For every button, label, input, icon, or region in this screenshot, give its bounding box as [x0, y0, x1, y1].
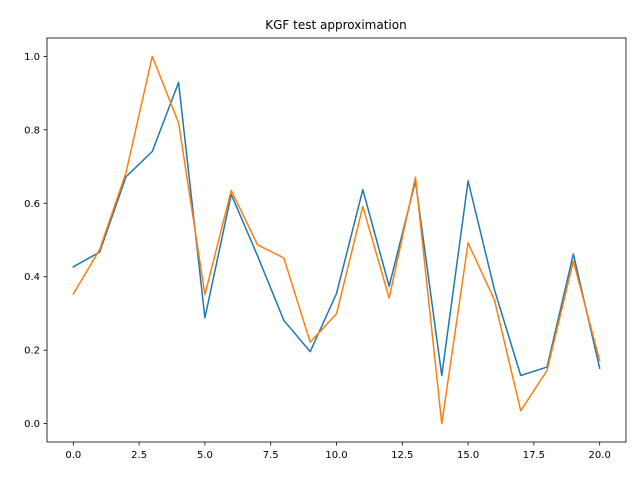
x-tick-label: 17.5 [523, 450, 545, 461]
x-tick-label: 20.0 [589, 450, 611, 461]
x-tick-label: 10.0 [325, 450, 347, 461]
y-tick-label: 0.8 [24, 125, 40, 136]
series-line-2 [72, 55, 601, 425]
x-tick-label: 15.0 [457, 450, 479, 461]
series-line-1 [72, 81, 601, 377]
x-tick-label: 2.5 [131, 450, 147, 461]
y-tick-label: 0.6 [24, 199, 40, 210]
y-tick-label: 0.0 [24, 419, 40, 430]
x-tick-label: 12.5 [391, 450, 413, 461]
y-tick-label: 0.4 [24, 272, 40, 283]
y-tick-label: 1.0 [24, 52, 40, 63]
series-layer [72, 55, 601, 425]
axes-layer: 0.0 2.5 5.0 7.5 10.0 12.5 15.0 17.5 20.0 0.0 0.2 0.… [24, 37, 627, 461]
x-tick-label: 5.0 [197, 450, 213, 461]
x-tick-label: 7.5 [263, 450, 279, 461]
x-tick-label: 0.0 [65, 450, 81, 461]
y-tick-label: 0.2 [24, 346, 40, 357]
chart-title: KGF test approximation [265, 18, 406, 32]
